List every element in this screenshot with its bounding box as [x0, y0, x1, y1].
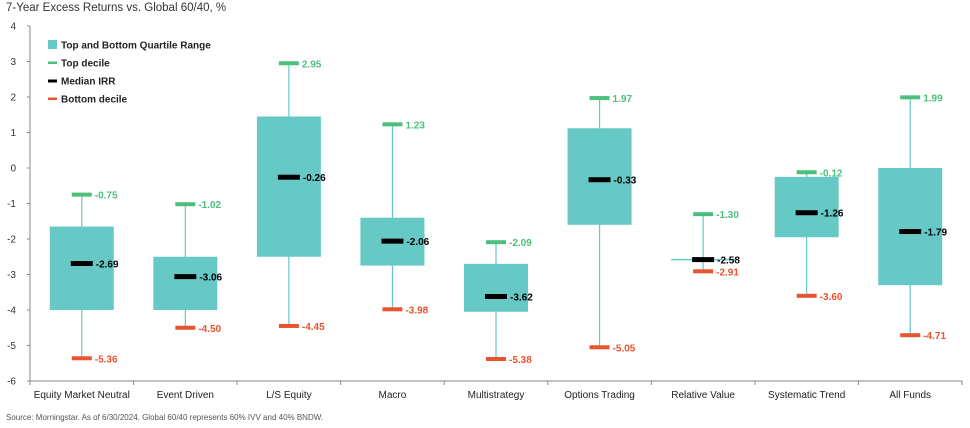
median-label: -2.69 — [96, 259, 119, 270]
bottom-decile-marker — [71, 356, 92, 361]
quartile-box — [256, 116, 321, 257]
quartile-box — [464, 263, 528, 312]
top-decile-label: 1.97 — [613, 94, 633, 105]
y-tick-label: -4 — [7, 306, 16, 317]
x-category-label: Equity Market Neutral — [34, 390, 130, 401]
x-category-label: Options Trading — [564, 390, 635, 401]
top-decile-label: -0.75 — [95, 191, 118, 202]
bottom-decile-label: -4.50 — [198, 324, 221, 335]
legend-swatch-top — [48, 61, 57, 64]
median-marker — [692, 257, 715, 263]
legend-swatch-bottom — [48, 97, 57, 100]
bottom-decile-marker — [900, 333, 921, 338]
quartile-box — [878, 168, 943, 286]
quartile-box — [774, 176, 839, 238]
top-decile-marker — [589, 96, 610, 101]
bottom-decile-marker — [589, 345, 610, 350]
legend-label-box: Top and Bottom Quartile Range — [61, 41, 211, 52]
legend-label-bottom: Bottom decile — [61, 95, 128, 106]
median-marker — [381, 238, 404, 244]
quartile-box — [153, 256, 218, 310]
y-tick-label: -1 — [7, 199, 16, 210]
legend-label-median: Median IRR — [61, 77, 116, 88]
bottom-decile-label: -5.05 — [613, 343, 636, 354]
x-category-label: L/S Equity — [266, 390, 312, 401]
y-tick-label: 3 — [10, 57, 16, 68]
bottom-decile-label: -3.98 — [405, 305, 428, 316]
top-decile-label: 2.95 — [302, 59, 322, 70]
x-category-label: Macro — [379, 390, 407, 401]
x-category-label: Multistrategy — [468, 390, 525, 401]
bottom-decile-marker — [278, 323, 299, 328]
median-label: -3.62 — [510, 293, 533, 304]
y-tick-label: -6 — [7, 377, 16, 388]
bottom-decile-label: -5.38 — [509, 355, 532, 366]
x-category-label: Event Driven — [157, 390, 214, 401]
top-decile-label: 1.99 — [923, 93, 943, 104]
top-decile-marker — [71, 192, 92, 197]
bottom-decile-marker — [382, 307, 403, 312]
x-category-label: All Funds — [889, 390, 931, 401]
top-decile-marker — [693, 212, 714, 217]
top-decile-marker — [278, 61, 299, 66]
y-tick-label: -5 — [7, 341, 16, 352]
median-label: -2.06 — [406, 237, 429, 248]
x-category-label: Systematic Trend — [768, 390, 845, 401]
median-marker — [588, 177, 611, 183]
median-marker — [485, 294, 507, 300]
top-decile-label: 1.23 — [405, 120, 425, 131]
source-note: Source: Morningstar. As of 6/30/2024. Gl… — [6, 413, 324, 422]
legend-swatch-median — [48, 79, 57, 83]
bottom-decile-label: -4.45 — [302, 322, 325, 333]
median-marker — [795, 210, 818, 216]
y-tick-label: 0 — [10, 164, 16, 175]
legend-label-top: Top decile — [61, 59, 110, 70]
y-tick-label: 4 — [10, 22, 16, 33]
y-tick-label: -3 — [7, 270, 16, 281]
top-decile-marker — [796, 170, 817, 175]
top-decile-marker — [382, 122, 403, 127]
bottom-decile-label: -5.36 — [95, 354, 118, 365]
median-label: -0.26 — [303, 173, 326, 184]
legend-swatch-box — [48, 40, 57, 49]
median-label: -1.79 — [924, 228, 947, 239]
bottom-decile-label: -2.91 — [716, 267, 739, 278]
top-decile-label: -0.12 — [820, 168, 843, 179]
y-tick-label: -2 — [7, 235, 16, 246]
median-label: -3.06 — [199, 273, 222, 284]
bottom-decile-marker — [693, 269, 714, 274]
y-tick-label: 2 — [10, 93, 16, 104]
median-marker — [277, 174, 300, 180]
median-label: -2.58 — [717, 256, 740, 267]
bottom-decile-marker — [486, 356, 506, 361]
chart-title: 7-Year Excess Returns vs. Global 60/40, … — [6, 2, 227, 14]
bottom-decile-marker — [796, 293, 817, 298]
top-decile-label: -1.02 — [198, 200, 221, 211]
bottom-decile-label: -3.60 — [820, 292, 843, 303]
top-decile-label: -2.09 — [509, 238, 532, 249]
top-decile-marker — [486, 240, 506, 245]
median-label: -0.33 — [614, 176, 637, 187]
quartile-box — [567, 128, 632, 225]
quartile-box — [49, 226, 114, 310]
median-label: -1.26 — [821, 209, 844, 220]
top-decile-marker — [175, 202, 196, 207]
median-marker — [899, 229, 922, 235]
median-marker — [70, 260, 93, 266]
x-category-label: Relative Value — [671, 390, 735, 401]
y-tick-label: 1 — [10, 128, 16, 139]
bottom-decile-marker — [175, 325, 196, 330]
bottom-decile-label: -4.71 — [923, 331, 946, 342]
top-decile-marker — [900, 95, 921, 100]
top-decile-label: -1.30 — [716, 210, 739, 221]
median-marker — [174, 274, 197, 280]
